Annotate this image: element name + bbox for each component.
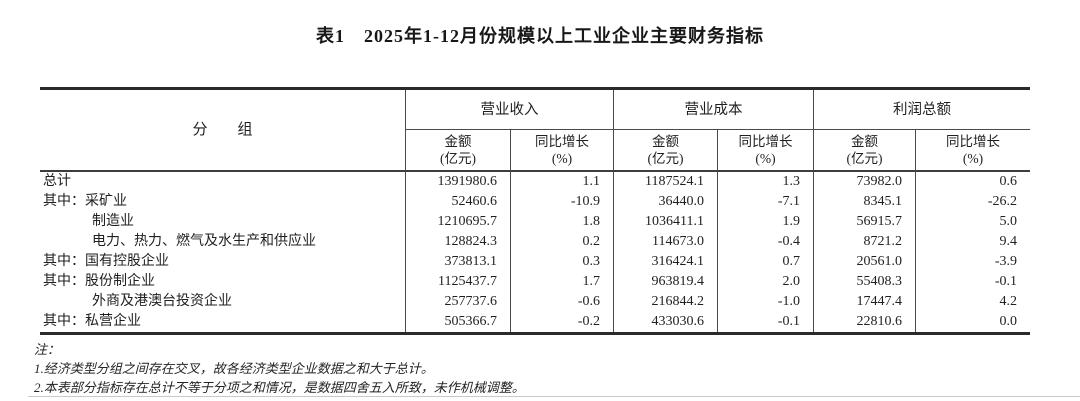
subheader-revenue-growth: 同比增长 (%) xyxy=(510,130,613,172)
row-name: 股份制企业 xyxy=(85,274,155,289)
cell-profit-amount: 55408.3 xyxy=(813,272,915,292)
cell-profit-growth: 9.4 xyxy=(915,232,1030,252)
cell-revenue-amount: 1391980.6 xyxy=(405,172,510,192)
table-row-label: 其中：股份制企业 xyxy=(40,272,405,292)
cell-cost-growth: 2.0 xyxy=(717,272,813,292)
cell-profit-amount: 8721.2 xyxy=(813,232,915,252)
row-name: 采矿业 xyxy=(85,194,127,209)
subheader-cost-growth: 同比增长 (%) xyxy=(717,130,813,172)
subheader-growth-line2: (%) xyxy=(551,151,573,166)
cell-revenue-growth: 1.8 xyxy=(510,212,613,232)
row-name: 国有控股企业 xyxy=(85,254,169,269)
page-title: 表1 2025年1-12月份规模以上工业企业主要财务指标 xyxy=(316,26,764,46)
column-group-revenue: 营业收入 xyxy=(405,90,613,130)
table-row-label: 其中：国有控股企业 xyxy=(40,252,405,272)
financial-indicators-table: 分 组 营业收入 营业成本 利润总额 金额 (亿元) 同比增长 (%) 金额 (… xyxy=(40,87,1030,335)
cell-profit-amount: 22810.6 xyxy=(813,312,915,332)
subheader-amount-line1: 金额 xyxy=(652,134,679,149)
cell-profit-growth: 0.0 xyxy=(915,312,1030,332)
row-name: 总计 xyxy=(43,174,71,189)
subheader-amount-line1: 金额 xyxy=(444,134,472,149)
cell-revenue-amount: 505366.7 xyxy=(405,312,510,332)
cell-profit-growth: 0.6 xyxy=(915,172,1030,192)
row-prefix: 其中： xyxy=(43,274,85,289)
footnotes-label: 注： xyxy=(34,342,61,357)
cell-profit-growth: -0.1 xyxy=(915,272,1030,292)
cell-cost-growth: -0.4 xyxy=(717,232,813,252)
footnote-item: 2.本表部分指标存在总计不等于分项之和情况，是数据四舍五入所致，未作机械调整。 xyxy=(34,380,525,395)
cell-profit-growth: -26.2 xyxy=(915,192,1030,212)
column-group-cost: 营业成本 xyxy=(613,90,813,130)
cell-profit-amount: 20561.0 xyxy=(813,252,915,272)
cell-cost-amount: 36440.0 xyxy=(613,192,717,212)
table-row-label: 其中：采矿业 xyxy=(40,192,405,212)
column-header-group: 分 组 xyxy=(40,90,405,172)
cell-profit-growth: -3.9 xyxy=(915,252,1030,272)
subheader-revenue-amount: 金额 (亿元) xyxy=(405,130,510,172)
cell-revenue-amount: 373813.1 xyxy=(405,252,510,272)
cell-cost-growth: 1.3 xyxy=(717,172,813,192)
subheader-growth-line2: (%) xyxy=(755,151,776,166)
cell-profit-amount: 73982.0 xyxy=(813,172,915,192)
table-row-label: 总计 xyxy=(40,172,405,192)
page-bottom-rule xyxy=(28,396,1080,397)
cell-cost-growth: 0.7 xyxy=(717,252,813,272)
cell-revenue-amount: 1210695.7 xyxy=(405,212,510,232)
cell-cost-amount: 216844.2 xyxy=(613,292,717,312)
cell-profit-growth: 5.0 xyxy=(915,212,1030,232)
cell-revenue-growth: -0.2 xyxy=(510,312,613,332)
row-prefix: 其中： xyxy=(43,314,85,329)
cell-cost-amount: 1187524.1 xyxy=(613,172,717,192)
row-name: 外商及港澳台投资企业 xyxy=(92,294,232,309)
cell-profit-amount: 56915.7 xyxy=(813,212,915,232)
cell-revenue-growth: -0.6 xyxy=(510,292,613,312)
cell-revenue-growth: 1.1 xyxy=(510,172,613,192)
cell-revenue-amount: 257737.6 xyxy=(405,292,510,312)
subheader-amount-line2: (亿元) xyxy=(846,151,883,166)
cell-cost-growth: -1.0 xyxy=(717,292,813,312)
cell-revenue-growth: -10.9 xyxy=(510,192,613,212)
cell-cost-amount: 433030.6 xyxy=(613,312,717,332)
cell-revenue-amount: 128824.3 xyxy=(405,232,510,252)
table-row-label: 外商及港澳台投资企业 xyxy=(40,292,405,312)
subheader-growth-line1: 同比增长 xyxy=(738,134,793,149)
cell-cost-amount: 316424.1 xyxy=(613,252,717,272)
cell-cost-growth: -0.1 xyxy=(717,312,813,332)
subheader-profit-growth: 同比增长 (%) xyxy=(915,130,1030,172)
table-row-label: 其中：私营企业 xyxy=(40,312,405,332)
row-prefix: 其中： xyxy=(43,254,85,269)
footnote-item: 1.经济类型分组之间存在交叉，故各经济类型企业数据之和大于总计。 xyxy=(34,361,434,376)
subheader-growth-line1: 同比增长 xyxy=(535,134,589,149)
cell-cost-amount: 114673.0 xyxy=(613,232,717,252)
cell-revenue-growth: 1.7 xyxy=(510,272,613,292)
cell-revenue-amount: 52460.6 xyxy=(405,192,510,212)
subheader-cost-amount: 金额 (亿元) xyxy=(613,130,717,172)
cell-revenue-growth: 0.3 xyxy=(510,252,613,272)
row-name: 电力、热力、燃气及水生产和供应业 xyxy=(92,234,316,249)
row-prefix: 其中： xyxy=(43,194,85,209)
subheader-amount-line2: (亿元) xyxy=(647,151,684,166)
row-name: 制造业 xyxy=(92,214,134,229)
cell-cost-growth: 1.9 xyxy=(717,212,813,232)
subheader-amount-line2: (亿元) xyxy=(440,151,476,166)
cell-cost-amount: 963819.4 xyxy=(613,272,717,292)
cell-profit-growth: 4.2 xyxy=(915,292,1030,312)
table-row-label: 制造业 xyxy=(40,212,405,232)
table-row-label: 电力、热力、燃气及水生产和供应业 xyxy=(40,232,405,252)
footnotes: 注： 1.经济类型分组之间存在交叉，故各经济类型企业数据之和大于总计。 2.本表… xyxy=(34,340,525,397)
cell-revenue-amount: 1125437.7 xyxy=(405,272,510,292)
subheader-growth-line1: 同比增长 xyxy=(946,134,1000,149)
subheader-amount-line1: 金额 xyxy=(851,134,878,149)
cell-cost-growth: -7.1 xyxy=(717,192,813,212)
cell-profit-amount: 8345.1 xyxy=(813,192,915,212)
cell-profit-amount: 17447.4 xyxy=(813,292,915,312)
cell-cost-amount: 1036411.1 xyxy=(613,212,717,232)
subheader-profit-amount: 金额 (亿元) xyxy=(813,130,915,172)
subheader-growth-line2: (%) xyxy=(962,151,984,166)
column-group-profit: 利润总额 xyxy=(813,90,1030,130)
row-name: 私营企业 xyxy=(85,314,141,329)
cell-revenue-growth: 0.2 xyxy=(510,232,613,252)
